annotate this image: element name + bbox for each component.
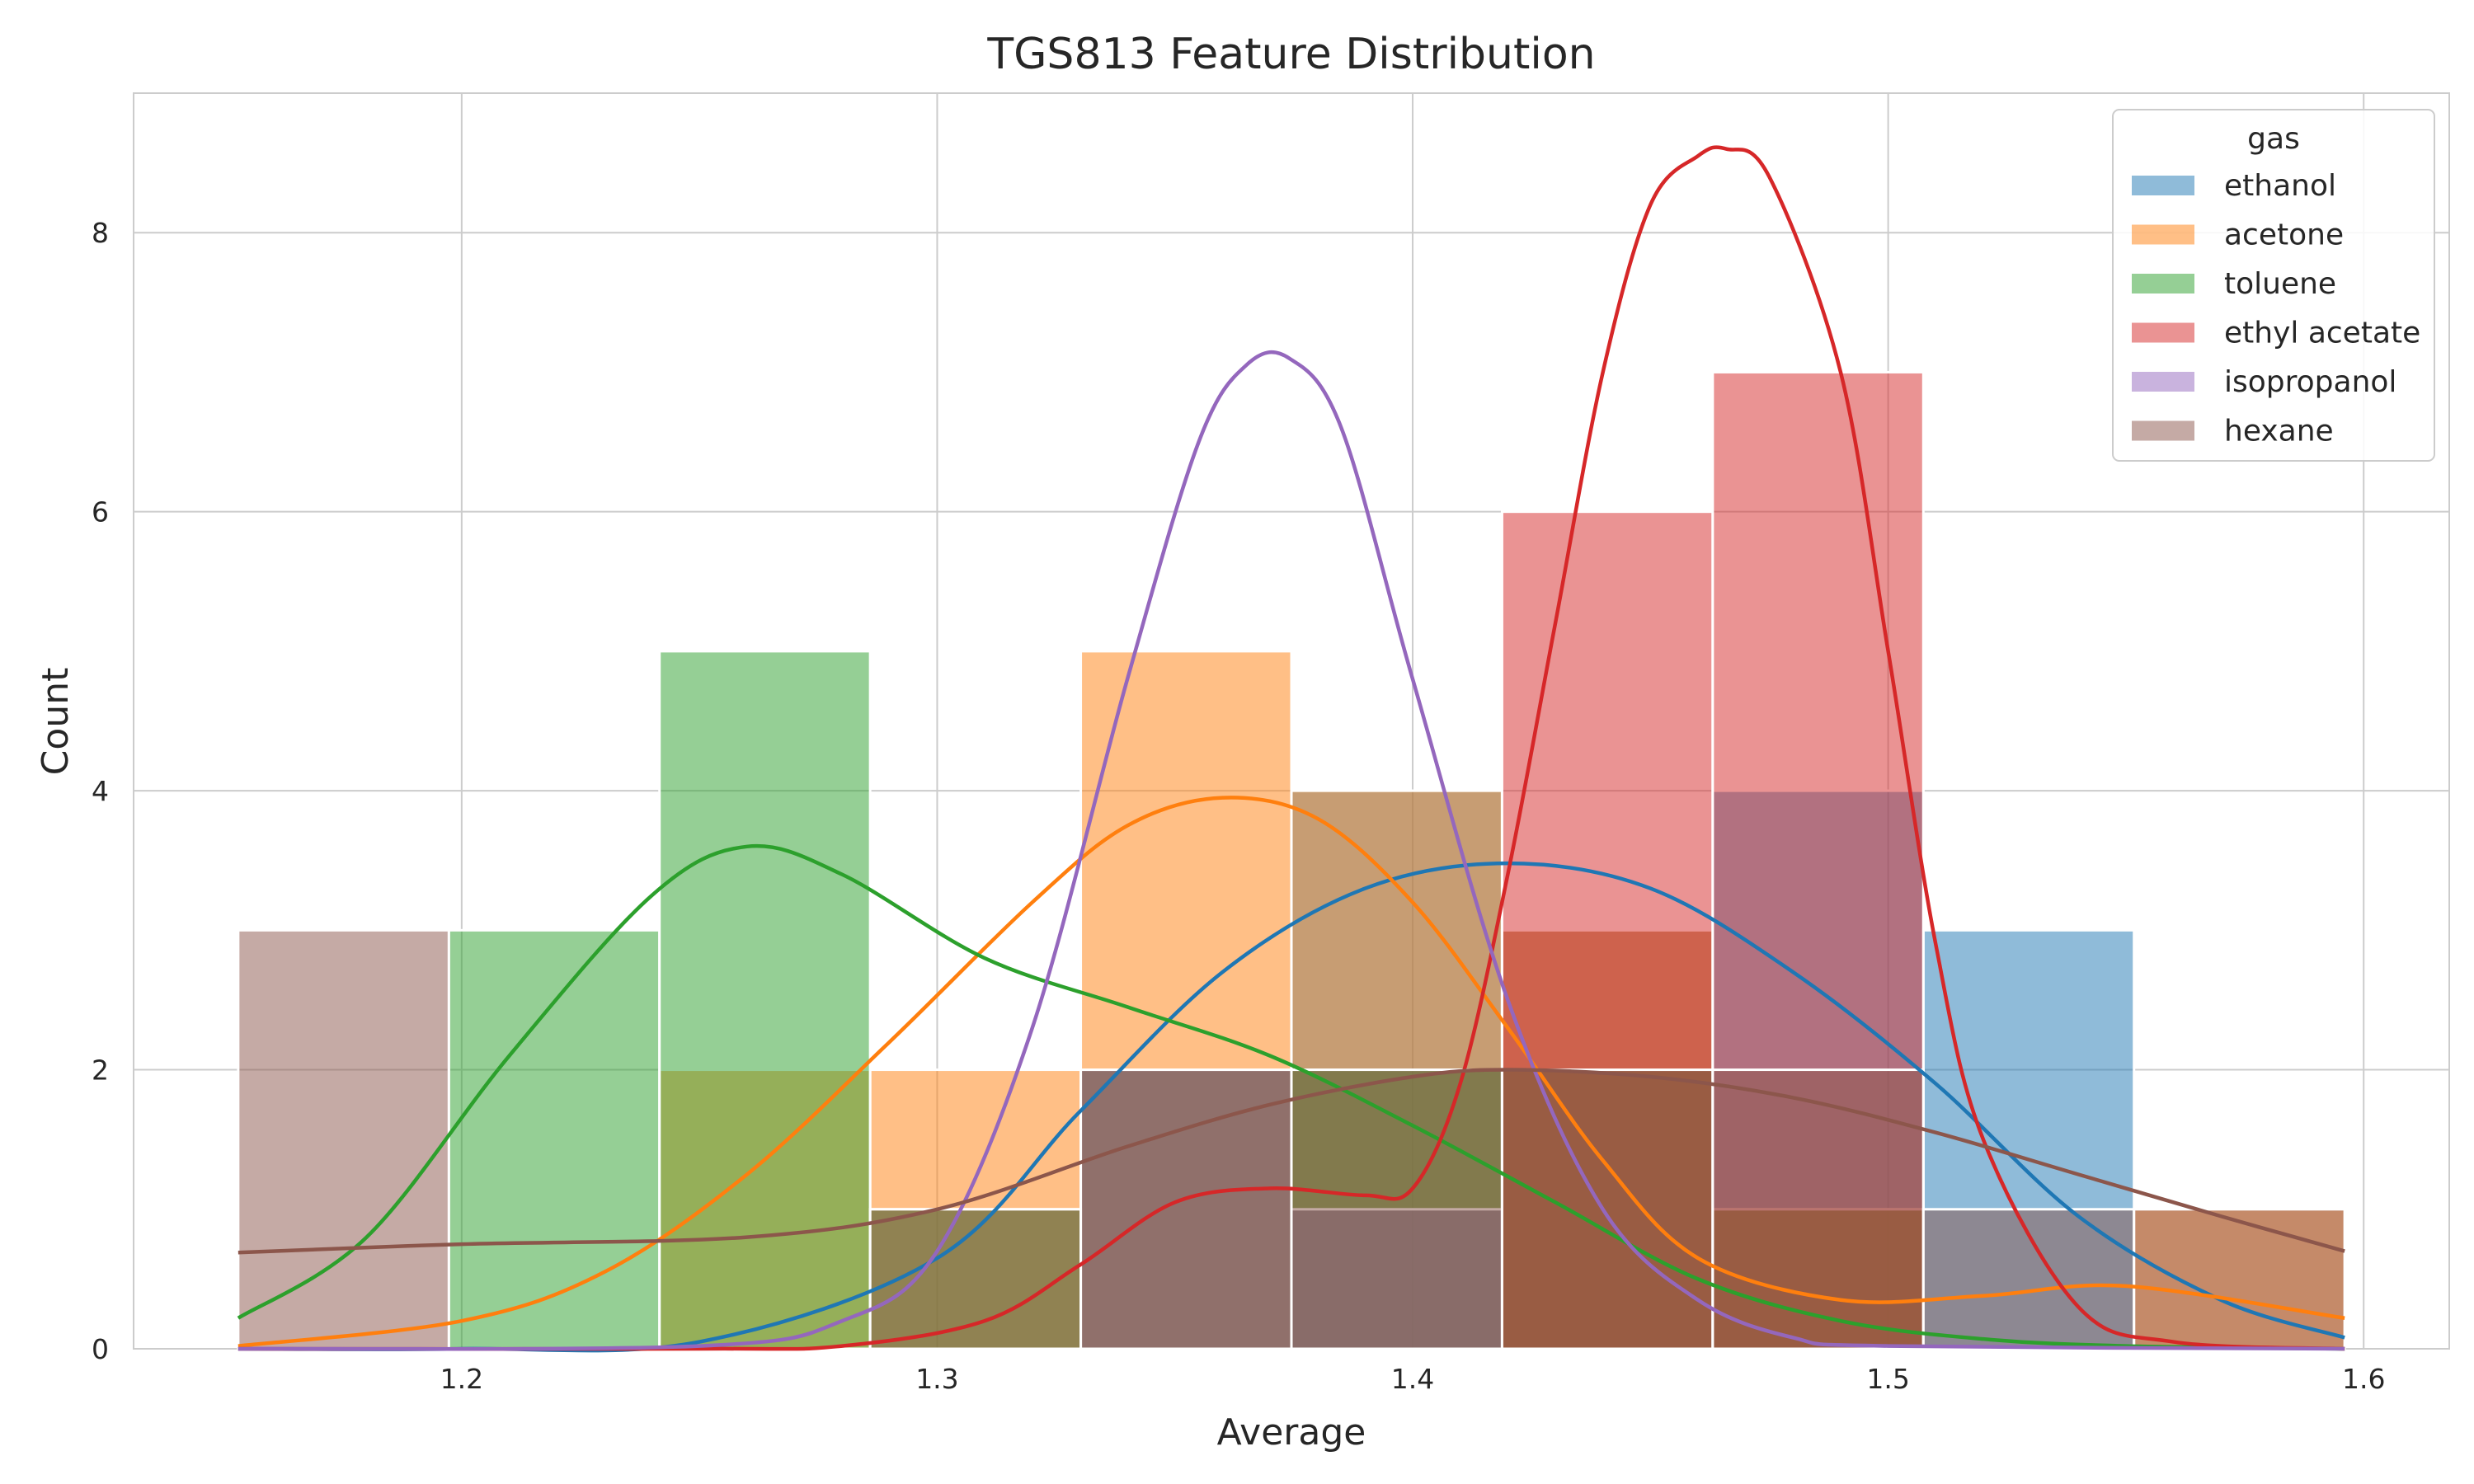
legend-label-ethanol: ethanol: [2224, 169, 2336, 203]
legend-swatch-ethyl-acetate: [2132, 322, 2194, 343]
x-tick-label: 1.4: [1391, 1363, 1434, 1395]
bar-toluene: [447, 928, 661, 1350]
bar-hexane: [1500, 1068, 1714, 1350]
y-tick-label: 2: [92, 1054, 109, 1087]
x-axis-label: Average: [1217, 1411, 1366, 1453]
x-tick-label: 1.6: [2342, 1363, 2385, 1395]
axis-ticks: 1.2 1.3 1.4 1.5 1.6 0 2 4 6 8: [92, 217, 2385, 1395]
kde-line-acetone: [238, 796, 2345, 1348]
y-tick-label: 8: [92, 217, 109, 249]
bar-hexane: [1711, 1068, 1925, 1350]
bar-hexane: [1079, 1068, 1293, 1350]
y-tick-label: 6: [92, 496, 109, 528]
bar-hexane: [237, 928, 450, 1350]
chart-title: TGS813 Feature Distribution: [986, 30, 1595, 79]
bar-hexane: [1290, 1068, 1503, 1350]
kde-line-ethyl-acetate: [238, 145, 2345, 1351]
y-tick-label: 0: [92, 1333, 109, 1365]
y-axis-label: Count: [35, 668, 77, 776]
y-tick-label: 4: [92, 775, 109, 807]
legend-label-hexane: hexane: [2224, 415, 2334, 448]
bar-hexane: [2133, 1208, 2346, 1350]
legend-label-acetone: acetone: [2224, 218, 2344, 252]
x-tick-label: 1.3: [915, 1363, 958, 1395]
legend: gas ethanol acetone toluene ethyl acetate is…: [2112, 109, 2435, 462]
kde-line-ethanol: [238, 861, 2345, 1353]
legend-swatch-hexane: [2132, 420, 2194, 441]
legend-label-ethyl-acetate: ethyl acetate: [2224, 317, 2420, 350]
legend-swatch-isopropanol: [2132, 372, 2194, 392]
legend-label-isopropanol: isopropanol: [2224, 365, 2396, 399]
x-tick-label: 1.2: [440, 1363, 483, 1395]
legend-swatch-ethanol: [2132, 176, 2194, 195]
bar-toluene: [658, 650, 872, 1350]
legend-swatch-acetone: [2132, 224, 2194, 245]
kde-curves: [237, 145, 2345, 1353]
x-tick-label: 1.5: [1866, 1363, 1909, 1395]
legend-swatch-toluene: [2132, 274, 2194, 294]
kde-line-toluene: [237, 843, 2345, 1351]
legend-title: gas: [2247, 122, 2300, 156]
kde-line-isopropanol: [238, 350, 2345, 1351]
kde-line-hexane: [238, 1068, 2345, 1255]
legend-label-toluene: toluene: [2224, 267, 2336, 301]
